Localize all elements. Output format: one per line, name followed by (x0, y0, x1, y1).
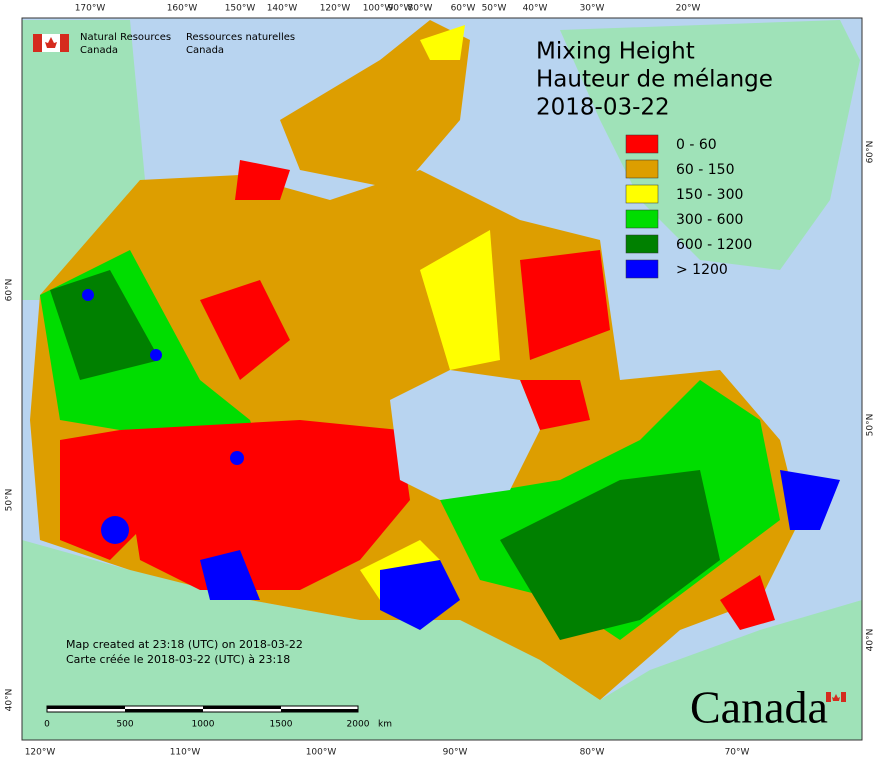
agency-en: Canada (80, 45, 118, 56)
flag-bar (826, 692, 831, 702)
lon-label: 60°W (451, 4, 476, 14)
scale-bar-segment (125, 709, 203, 712)
lon-label: 120°W (25, 748, 56, 758)
lon-label: 120°W (320, 4, 351, 14)
scale-label: 1500 (270, 720, 293, 730)
lon-label: 140°W (267, 4, 298, 14)
zone-red (120, 420, 410, 590)
legend-label: 300 - 600 (676, 212, 743, 228)
map-frame (21, 17, 863, 741)
zone-blue (200, 550, 260, 600)
note: Map created at 23:18 (UTC) on 2018-03-22 (66, 638, 303, 651)
lon-label: 50°W (482, 4, 507, 14)
lon-label: 80°W (408, 4, 433, 14)
zone-red (200, 280, 290, 380)
legend-swatch (625, 159, 659, 179)
zone-red (520, 250, 610, 360)
flag-leaf (45, 37, 57, 48)
nrcan-signature: Natural Resources Canada Ressources natu… (33, 32, 295, 56)
greenland (560, 20, 860, 270)
scale-label: 1000 (192, 720, 215, 730)
zone-blue (380, 560, 460, 630)
flag-leaf (832, 694, 840, 701)
zone-red (520, 380, 590, 430)
note: Carte créée le 2018-03-22 (UTC) à 23:18 (66, 653, 290, 666)
scale-bar: 0 500 1000 1500 2000 km (44, 705, 392, 730)
lat-label: 50°N (866, 414, 876, 437)
scale-label: 2000 (347, 720, 370, 730)
graticule-labels: 170°W 160°W 150°W 140°W 120°W 100°W 90°W… (5, 4, 876, 758)
zone-yellow (420, 230, 500, 370)
legend-swatch (625, 209, 659, 229)
lat-label: 50°N (5, 489, 15, 512)
zone-blue (230, 451, 244, 465)
zone-red (720, 575, 775, 630)
legend-swatch (625, 134, 659, 154)
lon-label: 80°W (580, 748, 605, 758)
zone-darkgreen (50, 270, 160, 380)
lon-label: 100°W (306, 748, 337, 758)
map (21, 17, 863, 741)
legend: 0 - 60 60 - 150 150 - 300 300 - 600 600 - 12… (625, 134, 752, 279)
lat-label: 40°N (5, 689, 15, 712)
legend-label: > 1200 (676, 262, 728, 278)
flag-bar (60, 34, 69, 52)
lat-label: 40°N (866, 629, 876, 652)
zone-blue (780, 470, 840, 530)
zone-blue (82, 289, 94, 301)
lon-label: 160°W (167, 4, 198, 14)
legend-swatch (625, 234, 659, 254)
legend-label: 60 - 150 (676, 162, 735, 178)
flag-bar (33, 34, 42, 52)
wordmark: Canada (690, 682, 828, 733)
arctic-islands (280, 20, 470, 190)
agency-fr: Canada (186, 45, 224, 56)
zone-red (235, 160, 290, 200)
legend-label: 150 - 300 (676, 187, 743, 203)
zone-darkgreen (500, 470, 720, 640)
lat-label: 60°N (5, 279, 15, 302)
canada-wordmark: Canada (690, 682, 846, 733)
scale-bar-segment (281, 709, 358, 712)
lon-label: 110°W (170, 748, 201, 758)
lon-label: 90°W (443, 748, 468, 758)
lon-label: 30°W (580, 4, 605, 14)
title: 2018-03-22 (536, 95, 670, 121)
scale-unit: km (378, 720, 392, 730)
united-states (22, 540, 862, 740)
scale-label: 500 (116, 720, 133, 730)
hudson-bay (390, 370, 540, 500)
legend-label: 0 - 60 (676, 137, 717, 153)
agency-fr: Ressources naturelles (186, 32, 295, 43)
lat-label: 60°N (866, 141, 876, 164)
flag-bar (841, 692, 846, 702)
legend-swatch (625, 184, 659, 204)
title: Mixing Height (536, 39, 695, 65)
scale-label: 0 (44, 720, 50, 730)
lon-label: 170°W (75, 4, 106, 14)
legend-swatch (625, 259, 659, 279)
lon-label: 150°W (225, 4, 256, 14)
scale-bar-segment (47, 706, 125, 709)
lon-label: 100°W (363, 4, 394, 14)
lon-label: 40°W (523, 4, 548, 14)
zone-blue (101, 516, 129, 544)
title: Hauteur de mélange (536, 67, 773, 93)
lon-label: 70°W (725, 748, 750, 758)
alaska (22, 20, 145, 300)
zone-blue (150, 349, 162, 361)
scale-bar-segment (203, 706, 281, 709)
agency-en: Natural Resources (80, 32, 171, 43)
lon-label: 90°W (388, 4, 413, 14)
lon-label: 20°W (676, 4, 701, 14)
zone-yellow (420, 25, 465, 60)
legend-label: 600 - 1200 (676, 237, 752, 253)
